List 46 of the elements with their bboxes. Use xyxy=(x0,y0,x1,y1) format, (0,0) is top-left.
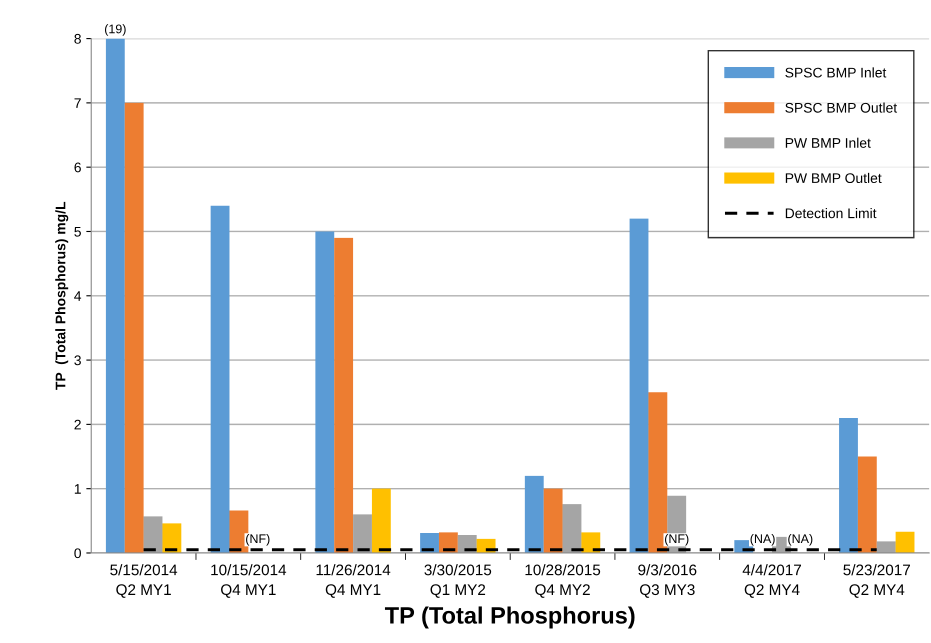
bar xyxy=(144,516,162,553)
legend-label: SPSC BMP Inlet xyxy=(785,67,886,78)
bar xyxy=(210,206,230,553)
bar xyxy=(353,514,372,553)
annotation: (NA) xyxy=(788,534,812,546)
bar xyxy=(334,238,354,553)
legend-label: SPSC BMP Outlet xyxy=(785,102,898,113)
legend-label: PW BMP Inlet xyxy=(786,138,871,148)
x-tick-label: 5/15/2014 Q2 MY1 xyxy=(110,564,178,598)
annotation: (NA) xyxy=(750,534,775,546)
x-tick-label: 10/15/2014 Q4 MY1 xyxy=(211,564,286,598)
bar xyxy=(839,418,858,553)
y-tick-label: 2 xyxy=(74,420,81,430)
bar xyxy=(524,476,544,553)
bar xyxy=(896,532,914,553)
bar xyxy=(124,102,144,553)
bar xyxy=(372,488,391,553)
bar xyxy=(876,541,896,553)
legend-label: PW BMP Outlet xyxy=(786,172,882,184)
y-tick-label: 8 xyxy=(74,34,81,44)
bar xyxy=(106,38,125,553)
bar xyxy=(562,504,582,553)
y-tick-label: 4 xyxy=(74,291,82,301)
bar xyxy=(162,523,182,553)
x-tick-label: 10/28/2015 Q4 MY2 xyxy=(525,564,600,598)
bar xyxy=(544,488,563,553)
annotation: (NF) xyxy=(665,534,688,546)
y-axis-title: TP (Total Phosphorus) mg/L xyxy=(55,202,68,390)
bar xyxy=(858,456,877,553)
text: (19) xyxy=(104,24,126,36)
y-tick-label: 0 xyxy=(74,548,81,558)
x-tick-label: 9/3/2016 Q3 MY3 xyxy=(638,564,696,598)
y-tick-label: 1 xyxy=(74,484,81,494)
x-tick-label: 3/30/2015 Q1 MY2 xyxy=(424,564,492,598)
bar xyxy=(315,231,334,553)
y-tick-label: 6 xyxy=(74,162,81,172)
x-tick-label: 5/23/2017 Q2 MY4 xyxy=(843,564,910,598)
y-tick-label: 5 xyxy=(74,226,81,237)
y-tick-label: 3 xyxy=(74,355,81,366)
bar xyxy=(630,218,648,553)
x-tick-label: 4/4/2017 Q2 MY4 xyxy=(742,564,802,598)
legend-label: Detection Limit xyxy=(786,208,876,218)
y-tick-label: 7 xyxy=(74,98,81,108)
x-axis-title: TP (Total Phosphorus) xyxy=(384,606,635,628)
annotation: (NF) xyxy=(246,534,270,546)
x-tick-label: 11/26/2014 Q4 MY1 xyxy=(316,564,390,598)
